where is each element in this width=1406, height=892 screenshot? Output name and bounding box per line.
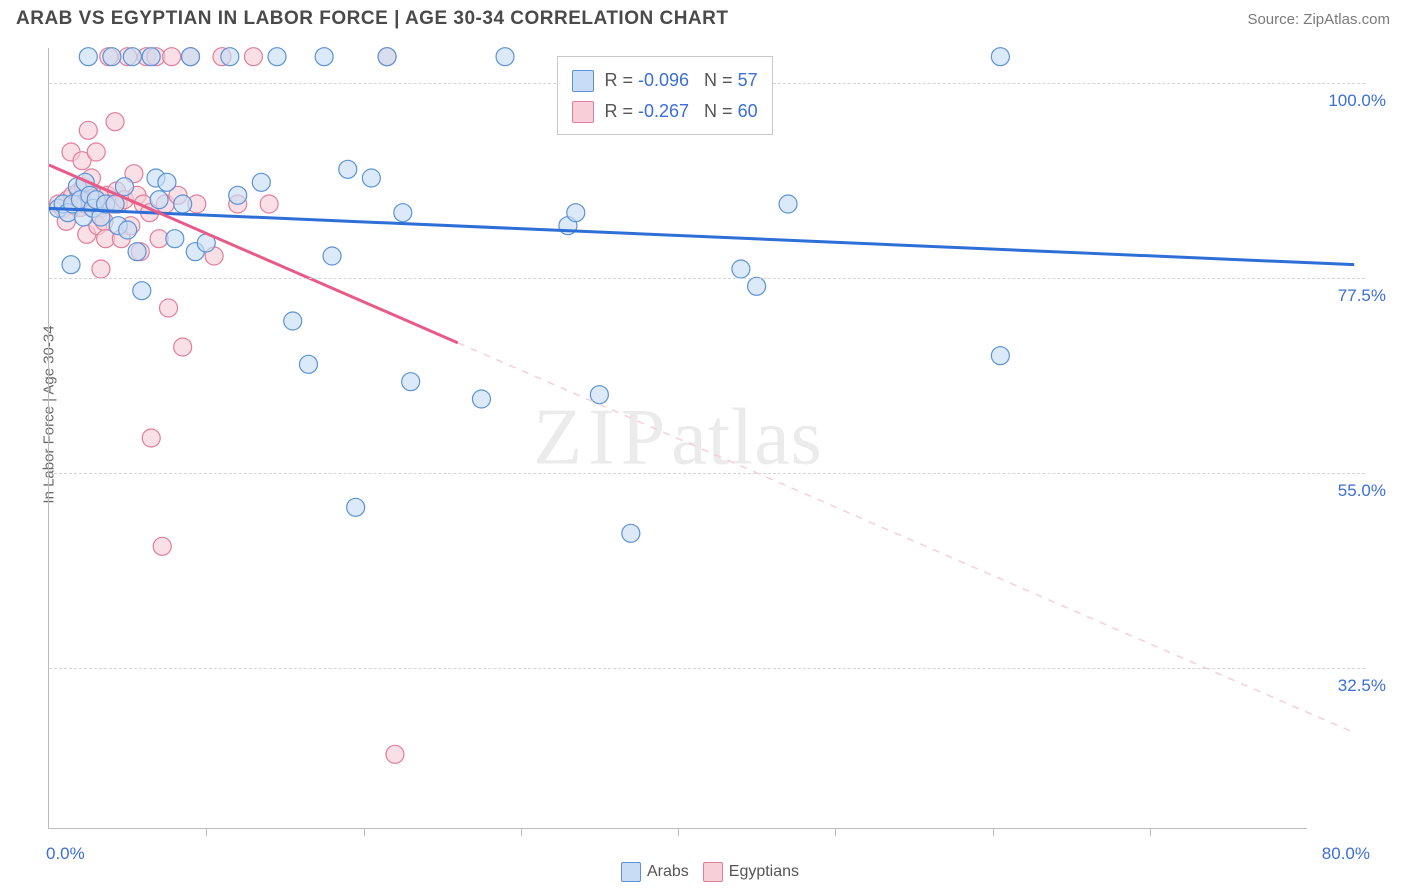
chart-title: ARAB VS EGYPTIAN IN LABOR FORCE | AGE 30… bbox=[16, 8, 728, 30]
y-tick-label: 55.0% bbox=[1338, 481, 1386, 501]
arabs-point bbox=[268, 48, 286, 66]
arabs-point bbox=[748, 277, 766, 295]
x-tick bbox=[521, 828, 522, 836]
x-tick-label-max: 80.0% bbox=[1322, 844, 1370, 864]
x-tick bbox=[364, 828, 365, 836]
arabs-point bbox=[394, 204, 412, 222]
arabs-point bbox=[229, 186, 247, 204]
arabs-point bbox=[991, 48, 1009, 66]
info-text: R = -0.267 N = 60 bbox=[604, 101, 757, 121]
arabs-point bbox=[378, 48, 396, 66]
egyptians-point bbox=[92, 260, 110, 278]
egyptians-regression-line-dashed bbox=[458, 343, 1354, 733]
source-attribution: Source: ZipAtlas.com bbox=[1247, 11, 1390, 28]
info-text: R = -0.096 N = 57 bbox=[604, 70, 757, 90]
arabs-point bbox=[182, 48, 200, 66]
arabs-point bbox=[174, 195, 192, 213]
gridline bbox=[49, 473, 1365, 474]
x-tick bbox=[678, 828, 679, 836]
arabs-point bbox=[315, 48, 333, 66]
arabs-point bbox=[252, 173, 270, 191]
x-tick-label-min: 0.0% bbox=[46, 844, 85, 864]
arabs-point bbox=[166, 230, 184, 248]
plot-svg bbox=[49, 48, 1307, 828]
arabs-point bbox=[732, 260, 750, 278]
arabs-point bbox=[128, 243, 146, 261]
arabs-point bbox=[133, 282, 151, 300]
egyptians-point bbox=[87, 143, 105, 161]
egyptians-point bbox=[142, 429, 160, 447]
egyptians-point bbox=[160, 299, 178, 317]
arabs-point bbox=[323, 247, 341, 265]
bottom-legend: Arabs Egyptians bbox=[0, 862, 1406, 882]
arabs-point bbox=[115, 178, 133, 196]
y-tick-label: 77.5% bbox=[1338, 286, 1386, 306]
arabs-point bbox=[362, 169, 380, 187]
arabs-point bbox=[472, 390, 490, 408]
gridline bbox=[49, 278, 1365, 279]
arabs-point bbox=[567, 204, 585, 222]
egyptians-point bbox=[79, 121, 97, 139]
y-tick-label: 32.5% bbox=[1338, 676, 1386, 696]
egyptians-point bbox=[153, 537, 171, 555]
arabs-point bbox=[347, 498, 365, 516]
arabs-legend-label: Arabs bbox=[647, 863, 689, 880]
x-tick bbox=[993, 828, 994, 836]
x-tick bbox=[206, 828, 207, 836]
arabs-point bbox=[590, 386, 608, 404]
egyptians-point bbox=[174, 338, 192, 356]
arabs-point bbox=[62, 256, 80, 274]
arabs-point bbox=[142, 48, 160, 66]
egyptians-point bbox=[386, 745, 404, 763]
arabs-point bbox=[103, 48, 121, 66]
egyptians-point bbox=[244, 48, 262, 66]
arabs-point bbox=[779, 195, 797, 213]
arabs-point bbox=[402, 373, 420, 391]
egyptians-point bbox=[163, 48, 181, 66]
arabs-point bbox=[622, 524, 640, 542]
x-tick bbox=[1150, 828, 1151, 836]
egyptians-point bbox=[106, 113, 124, 131]
info-row-arabs: R = -0.096 N = 57 bbox=[572, 65, 757, 96]
egyptians-regression-line-solid bbox=[49, 165, 458, 343]
arabs-point bbox=[284, 312, 302, 330]
arabs-legend-swatch-icon bbox=[621, 862, 641, 882]
egyptians-legend-label: Egyptians bbox=[729, 863, 799, 880]
arabs-point bbox=[496, 48, 514, 66]
arabs-point bbox=[150, 191, 168, 209]
arabs-point bbox=[299, 355, 317, 373]
correlation-info-box: R = -0.096 N = 57 R = -0.267 N = 60 bbox=[557, 56, 772, 135]
egyptians-point bbox=[260, 195, 278, 213]
arabs-point bbox=[221, 48, 239, 66]
arabs-point bbox=[339, 160, 357, 178]
plot-area: ZIPatlas bbox=[48, 48, 1307, 829]
arabs-regression-line bbox=[49, 208, 1354, 264]
y-tick-label: 100.0% bbox=[1328, 91, 1386, 111]
gridline bbox=[49, 668, 1365, 669]
arabs-point bbox=[123, 48, 141, 66]
arabs-point bbox=[119, 221, 137, 239]
arabs-point bbox=[991, 347, 1009, 365]
egyptians-swatch-icon bbox=[572, 101, 594, 123]
info-row-egyptians: R = -0.267 N = 60 bbox=[572, 96, 757, 127]
egyptians-legend-swatch-icon bbox=[703, 862, 723, 882]
arabs-point bbox=[158, 173, 176, 191]
arabs-point bbox=[79, 48, 97, 66]
x-tick bbox=[835, 828, 836, 836]
arabs-swatch-icon bbox=[572, 70, 594, 92]
